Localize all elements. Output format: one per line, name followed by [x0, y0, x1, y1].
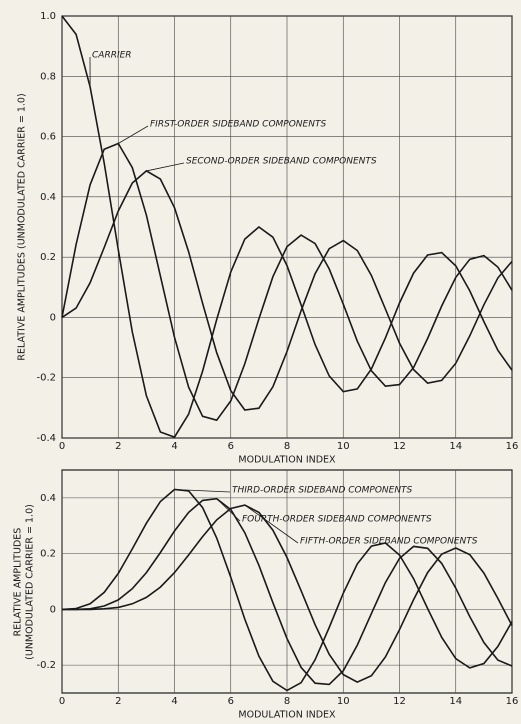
y-tick-label: 0.2: [40, 549, 56, 560]
y-tick-label: 0: [50, 312, 56, 323]
x-tick-label: 6: [228, 696, 234, 707]
y-axis-label: RELATIVE AMPLITUDES: [13, 528, 24, 637]
x-axis-label: MODULATION INDEX: [238, 710, 336, 721]
x-axis-label: MODULATION INDEX: [238, 455, 336, 466]
x-tick-label: 14: [449, 441, 462, 452]
x-tick-label: 16: [506, 441, 519, 452]
x-tick-label: 6: [228, 441, 234, 452]
series-line: [62, 497, 513, 686]
x-tick-label: 8: [284, 696, 290, 707]
y-tick-label: 0.8: [40, 71, 56, 82]
x-tick-label: 4: [171, 441, 177, 452]
series-annotation: THIRD-ORDER SIDEBAND COMPONENTS: [232, 486, 413, 496]
x-tick-label: 0: [59, 696, 65, 707]
y-tick-label: 1.0: [40, 11, 56, 22]
annotation-leader: [244, 504, 299, 544]
x-tick-label: 2: [115, 441, 121, 452]
series-annotation: SECOND-ORDER SIDEBAND COMPONENTS: [186, 157, 377, 167]
series-annotation: FIRST-ORDER SIDEBAND COMPONENTS: [150, 120, 326, 130]
series-annotation: FIFTH-ORDER SIDEBAND COMPONENTS: [300, 537, 478, 547]
y-axis-label: RELATIVE AMPLITUDES (UNMODULATED CARRIER…: [17, 93, 28, 360]
x-tick-label: 14: [449, 696, 462, 707]
x-tick-label: 8: [284, 441, 290, 452]
x-tick-label: 16: [506, 696, 519, 707]
annotation-leader: [174, 489, 231, 493]
y-tick-label: -0.2: [36, 660, 56, 671]
y-tick-label: 0.2: [40, 252, 56, 263]
series-annotation: CARRIER: [92, 51, 132, 61]
y-tick-label: -0.2: [36, 373, 56, 384]
x-tick-label: 12: [393, 441, 406, 452]
series-annotation: FOURTH-ORDER SIDEBAND COMPONENTS: [242, 515, 432, 525]
y-tick-label: 0.4: [40, 192, 56, 203]
series-line: [62, 504, 513, 683]
x-tick-label: 2: [115, 696, 121, 707]
series-line: [61, 142, 513, 422]
annotation-leader: [118, 125, 149, 144]
series-line: [61, 15, 513, 439]
y-tick-label: -0.4: [36, 433, 56, 444]
x-tick-label: 12: [393, 696, 406, 707]
x-tick-label: 10: [337, 441, 350, 452]
y-tick-label: 0: [50, 604, 56, 615]
annotation-leader: [146, 162, 185, 172]
y-axis-label: (UNMODULATED CARRIER = 1.0): [25, 504, 36, 660]
x-tick-label: 0: [59, 441, 65, 452]
series-line: [61, 488, 513, 692]
y-tick-label: 0.4: [40, 493, 56, 504]
x-tick-label: 4: [171, 696, 177, 707]
x-tick-label: 10: [337, 696, 350, 707]
series-line: [61, 169, 513, 411]
y-tick-label: 0.6: [40, 132, 56, 143]
